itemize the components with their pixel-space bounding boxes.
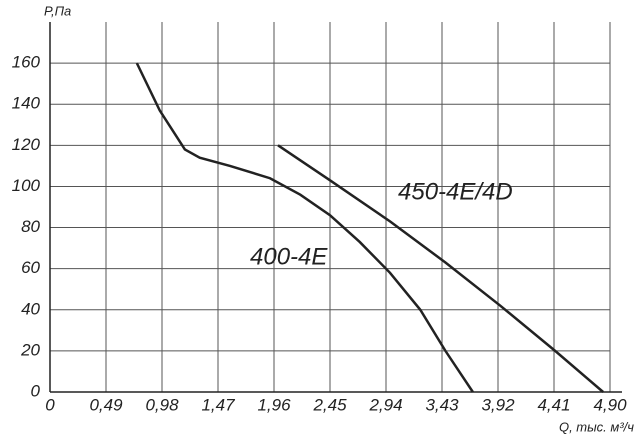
y-tick-label: 100 [12,176,41,195]
x-tick-label: 3,92 [481,395,515,414]
x-tick-label: 4,41 [537,395,570,414]
x-tick-label: 0 [45,395,55,414]
y-axis-label: P,Па [44,3,71,18]
x-tick-label: 2,94 [368,395,402,414]
curve [135,62,474,393]
series-label: 400-4E [250,243,328,270]
x-tick-label: 3,43 [425,395,459,414]
y-tick-label: 0 [31,381,41,400]
x-tick-label: 1,47 [201,395,235,414]
y-tick-label: 80 [21,217,40,236]
x-axis-label: Q, тыс. м³/ч [559,419,634,434]
x-tick-label: 1,96 [257,395,291,414]
series-label: 450-4E/4D [398,178,513,205]
curve [277,144,604,393]
x-tick-label: 2,45 [312,395,347,414]
y-tick-label: 120 [12,135,41,154]
x-tick-label: 0,49 [89,395,123,414]
x-tick-label: 4,90 [593,395,627,414]
y-tick-label: 60 [21,258,40,277]
y-tick-label: 160 [12,53,41,72]
y-tick-label: 140 [12,94,41,113]
x-tick-label: 0,98 [145,395,179,414]
y-tick-label: 20 [20,340,40,359]
y-tick-label: 40 [21,299,40,318]
